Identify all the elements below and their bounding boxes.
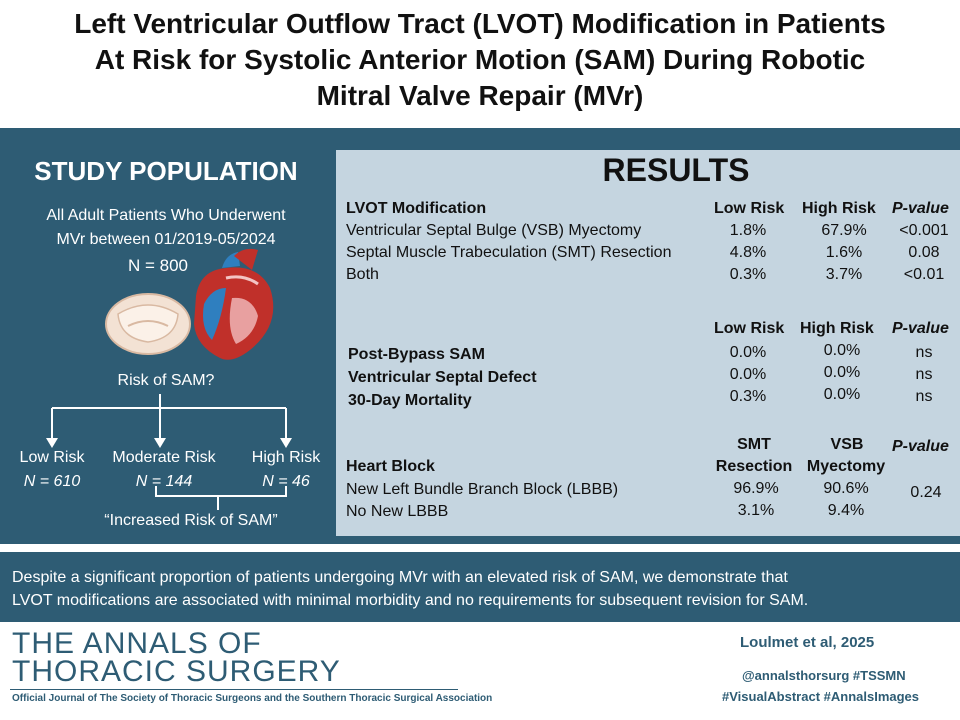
conclusion-text: Despite a significant proportion of pati… [12, 566, 952, 612]
hb-p-value: 0.24 [910, 484, 942, 501]
lvot-col-p: P-value [892, 200, 949, 217]
outcomes-row-3-label: 30-Day Mortality [348, 392, 472, 409]
lvot-row-3-low: 0.3% [729, 266, 767, 283]
hb-row-2-vsb: 9.4% [827, 502, 865, 519]
hb-row-1-label: New Left Bundle Branch Block (LBBB) [346, 481, 619, 498]
hb-row-1-vsb: 90.6% [823, 480, 869, 497]
study-population-panel: STUDY POPULATION All Adult Patients Who … [0, 128, 332, 544]
lvot-col-low: Low Risk [714, 200, 785, 217]
group-moderate-risk: Moderate Risk N = 144 [94, 446, 234, 494]
arrow-moderate [154, 438, 166, 448]
hb-col-p: P-value [892, 438, 949, 455]
increased-risk-label: “Increased Risk of SAM” [104, 512, 278, 529]
outcomes-col-low: Low Risk [714, 320, 785, 337]
outcomes-row-3-high: 0.0% [823, 386, 861, 403]
lvot-row-3-p: <0.01 [903, 266, 945, 283]
lvot-row-2-label: Septal Muscle Trabeculation (SMT) Resect… [346, 244, 672, 261]
results-panel: RESULTS LVOT Modification Low Risk High … [336, 150, 960, 536]
population-n: N = 800 [128, 256, 189, 275]
journal-subtitle: Official Journal of The Society of Thora… [12, 693, 493, 704]
flow-tree [46, 248, 292, 510]
hb-row-1-smt: 96.9% [733, 480, 779, 497]
lvot-col-high: High Risk [802, 200, 876, 217]
arrow-low [46, 438, 58, 448]
group-low-label: Low Risk [19, 449, 85, 466]
mitral-valve-icon [105, 293, 191, 355]
lvot-row-1-low: 1.8% [729, 222, 767, 239]
journal-logo-line-2: THORACIC SURGERY [12, 655, 341, 688]
journal-divider [10, 689, 458, 690]
conclusion-band: Despite a significant proportion of pati… [0, 552, 960, 622]
group-low-risk: Low Risk N = 610 [0, 446, 122, 494]
outcomes-row-2-low: 0.0% [729, 366, 767, 383]
lvot-row-2-p: 0.08 [908, 244, 940, 261]
hb-row-2-label: No New LBBB [346, 503, 449, 520]
lvot-row-1-label: Ventricular Septal Bulge (VSB) Myectomy [346, 222, 642, 239]
outcomes-row-1-high: 0.0% [823, 342, 861, 359]
lvot-title: LVOT Modification [346, 200, 487, 217]
outcomes-row-2-p: ns [915, 366, 933, 383]
population-desc-line-2: MVr between 01/2019-05/2024 [56, 231, 276, 248]
lvot-row-3-label: Both [346, 266, 379, 283]
group-moderate-label: Moderate Risk [112, 449, 216, 466]
outcomes-row-1-low: 0.0% [729, 344, 767, 361]
arrow-high [280, 438, 292, 448]
lvot-row-1-p: <0.001 [899, 222, 949, 239]
lvot-row-2-high: 1.6% [825, 244, 863, 261]
conclusion-line-1: Despite a significant proportion of pati… [12, 569, 788, 586]
hb-col-vsb-line-1: VSB [830, 436, 864, 453]
hb-row-2-smt: 3.1% [737, 502, 775, 519]
lvot-row-3-high: 3.7% [825, 266, 863, 283]
population-description: All Adult Patients Who Underwent MVr bet… [0, 204, 332, 252]
title-line-2: At Risk for Systolic Anterior Motion (SA… [94, 44, 866, 75]
outcomes-row-2-high: 0.0% [823, 364, 861, 381]
population-heading: STUDY POPULATION [34, 156, 298, 186]
group-high-risk: High Risk N = 46 [216, 446, 356, 494]
hb-col-smt-line-1: SMT [737, 436, 771, 453]
lvot-row-2-low: 4.8% [729, 244, 767, 261]
group-high-label: High Risk [251, 449, 321, 466]
risk-question: Risk of SAM? [117, 372, 215, 389]
conclusion-line-2: LVOT modifications are associated with m… [12, 592, 809, 609]
outcomes-row-3-p: ns [915, 388, 933, 405]
outcomes-row-2-label: Ventricular Septal Defect [348, 369, 537, 386]
outcomes-row-1-p: ns [915, 344, 933, 361]
title-line-1: Left Ventricular Outflow Tract (LVOT) Mo… [74, 8, 886, 39]
journal-logo-line-1: THE ANNALS OF [12, 627, 262, 660]
hb-col-vsb-line-2: Myectomy [806, 458, 886, 475]
hb-title: Heart Block [346, 458, 435, 475]
group-moderate-n: N = 144 [135, 473, 193, 490]
heart-icon [194, 248, 274, 360]
journal-logo: THE ANNALS OF THORACIC SURGERY [12, 627, 341, 688]
results-heading: RESULTS [602, 152, 750, 188]
lvot-row-1-high: 67.9% [821, 222, 867, 239]
outcomes-row-3-low: 0.3% [729, 388, 767, 405]
group-low-n: N = 610 [23, 473, 81, 490]
increased-risk-bracket [155, 486, 287, 497]
social-hashtags: #VisualAbstract #AnnalsImages [722, 689, 920, 704]
title-line-3: Mitral Valve Repair (MVr) [316, 80, 644, 111]
population-desc-line-1: All Adult Patients Who Underwent [46, 207, 286, 224]
page-title: Left Ventricular Outflow Tract (LVOT) Mo… [0, 6, 960, 114]
outcomes-row-1-label: Post-Bypass SAM [348, 346, 485, 363]
outcomes-col-high: High Risk [800, 320, 874, 337]
social-handles: @annalsthorsurg #TSSMN [742, 668, 906, 683]
group-high-n: N = 46 [262, 473, 310, 490]
outcomes-col-p: P-value [892, 320, 949, 337]
hb-col-smt-line-2: Resection [715, 458, 793, 475]
citation: Loulmet et al, 2025 [740, 634, 875, 651]
